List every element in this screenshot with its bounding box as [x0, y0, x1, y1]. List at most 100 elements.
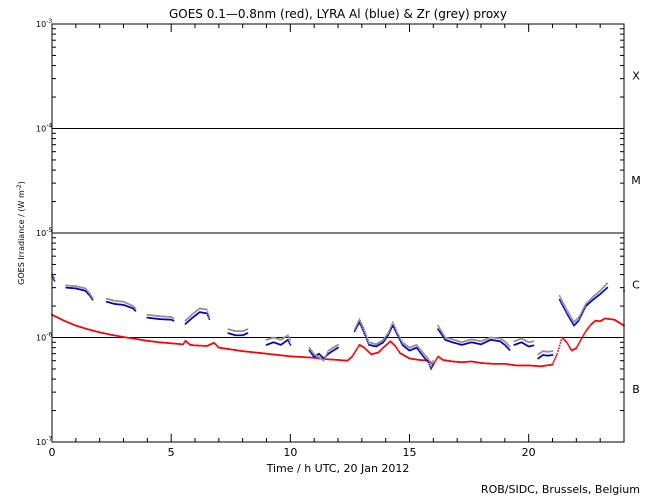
series-1-point: [417, 348, 420, 351]
y-axis-label: GOES Irradiance / (W m-2): [16, 181, 26, 285]
series-2-point: [425, 355, 427, 358]
series-0-point: [214, 342, 216, 345]
series-1-point: [382, 341, 385, 344]
series-1-point: [569, 319, 572, 321]
series-1-point: [366, 340, 369, 342]
series-2-point: [357, 319, 360, 322]
series-2-point: [361, 325, 364, 327]
series-2-point: [246, 328, 249, 331]
series-1-point: [289, 344, 292, 346]
series-2-point: [287, 334, 289, 337]
series-0-point: [357, 346, 359, 349]
series-1-point: [566, 312, 568, 315]
series-2-point: [424, 354, 427, 357]
series-0-point: [433, 362, 435, 365]
series-0-point: [357, 345, 360, 347]
series-1-point: [312, 355, 315, 357]
series-2-point: [208, 315, 211, 317]
series-1-point: [506, 346, 509, 349]
series-1-point: [442, 336, 445, 339]
series-2-point: [438, 326, 440, 328]
series-1-point: [567, 315, 570, 317]
series-1-point: [357, 322, 360, 325]
series-2-point: [504, 340, 506, 343]
series-1-point: [606, 286, 609, 289]
series-2-point: [439, 328, 442, 331]
series-1-point: [53, 279, 56, 282]
series-2-point: [323, 358, 326, 360]
series-1-point: [394, 329, 396, 332]
series-1-point: [308, 349, 311, 352]
series-1-point: [562, 306, 565, 309]
series-0-point: [355, 349, 358, 351]
series-1-point: [392, 326, 395, 329]
series-1-point: [51, 276, 54, 279]
series-1-point: [310, 353, 313, 355]
series-0-point: [558, 344, 561, 347]
series-2-point: [505, 342, 508, 344]
series-2-point: [383, 337, 385, 340]
series-0-point: [578, 341, 581, 344]
series-1-point: [438, 329, 440, 332]
series-0-point: [397, 349, 400, 352]
series-1-point: [310, 351, 312, 354]
series-2-point: [394, 326, 396, 329]
series-2-point: [423, 352, 425, 355]
series-1-point: [508, 349, 511, 351]
series-1-point: [564, 309, 567, 312]
series-2-point: [390, 325, 393, 327]
series-1-point: [441, 334, 443, 336]
series-1-point: [85, 290, 87, 293]
series-2-point: [422, 351, 424, 354]
series-1-point: [570, 320, 573, 323]
series-0-point: [394, 345, 396, 347]
series-2-point: [356, 323, 358, 325]
series-1-point: [389, 329, 392, 332]
series-0-point: [215, 344, 218, 347]
series-0-point: [352, 354, 354, 356]
series-1-point: [418, 349, 420, 352]
series-1-point: [360, 325, 362, 327]
series-2-point: [562, 301, 564, 303]
series-2-point: [399, 338, 402, 341]
series-2-point: [581, 309, 584, 311]
series-2-point: [337, 344, 339, 346]
series-2-point: [399, 336, 401, 339]
class-label-c: C: [632, 279, 640, 292]
series-0-point: [588, 326, 590, 328]
series-1-point: [421, 354, 424, 356]
series-2-point: [427, 358, 430, 360]
series-0-point: [554, 356, 557, 359]
series-2-point: [288, 337, 291, 340]
series-2-point: [603, 285, 605, 288]
series-2-point: [419, 347, 421, 350]
series-2-point: [395, 330, 398, 333]
series-1-point: [399, 340, 402, 343]
series-2-point: [391, 323, 393, 325]
series-2-point: [429, 362, 431, 365]
series-2-point: [90, 295, 93, 298]
series-1-point: [415, 346, 418, 349]
series-2-point: [428, 360, 431, 363]
series-2-point: [532, 340, 535, 343]
series-2-point: [432, 359, 435, 362]
series-1-point: [387, 334, 389, 337]
series-1-point: [423, 356, 425, 358]
series-1-point: [577, 320, 579, 323]
series-1-point: [419, 351, 421, 353]
series-2-point: [566, 310, 569, 312]
series-2-point: [423, 353, 426, 356]
series-1-point: [87, 293, 90, 296]
series-0-point: [182, 343, 184, 346]
series-2-point: [558, 295, 561, 297]
series-2-point: [397, 333, 400, 336]
series-0-point: [557, 350, 559, 352]
series-0-point: [395, 347, 398, 350]
series-2-point: [357, 321, 359, 324]
series-2-point: [551, 350, 554, 352]
y-tick-label: 10-4: [36, 123, 52, 134]
series-1-point: [577, 319, 580, 322]
series-1-point: [309, 350, 311, 353]
series-2-point: [601, 287, 604, 290]
series-1-point: [443, 337, 446, 340]
